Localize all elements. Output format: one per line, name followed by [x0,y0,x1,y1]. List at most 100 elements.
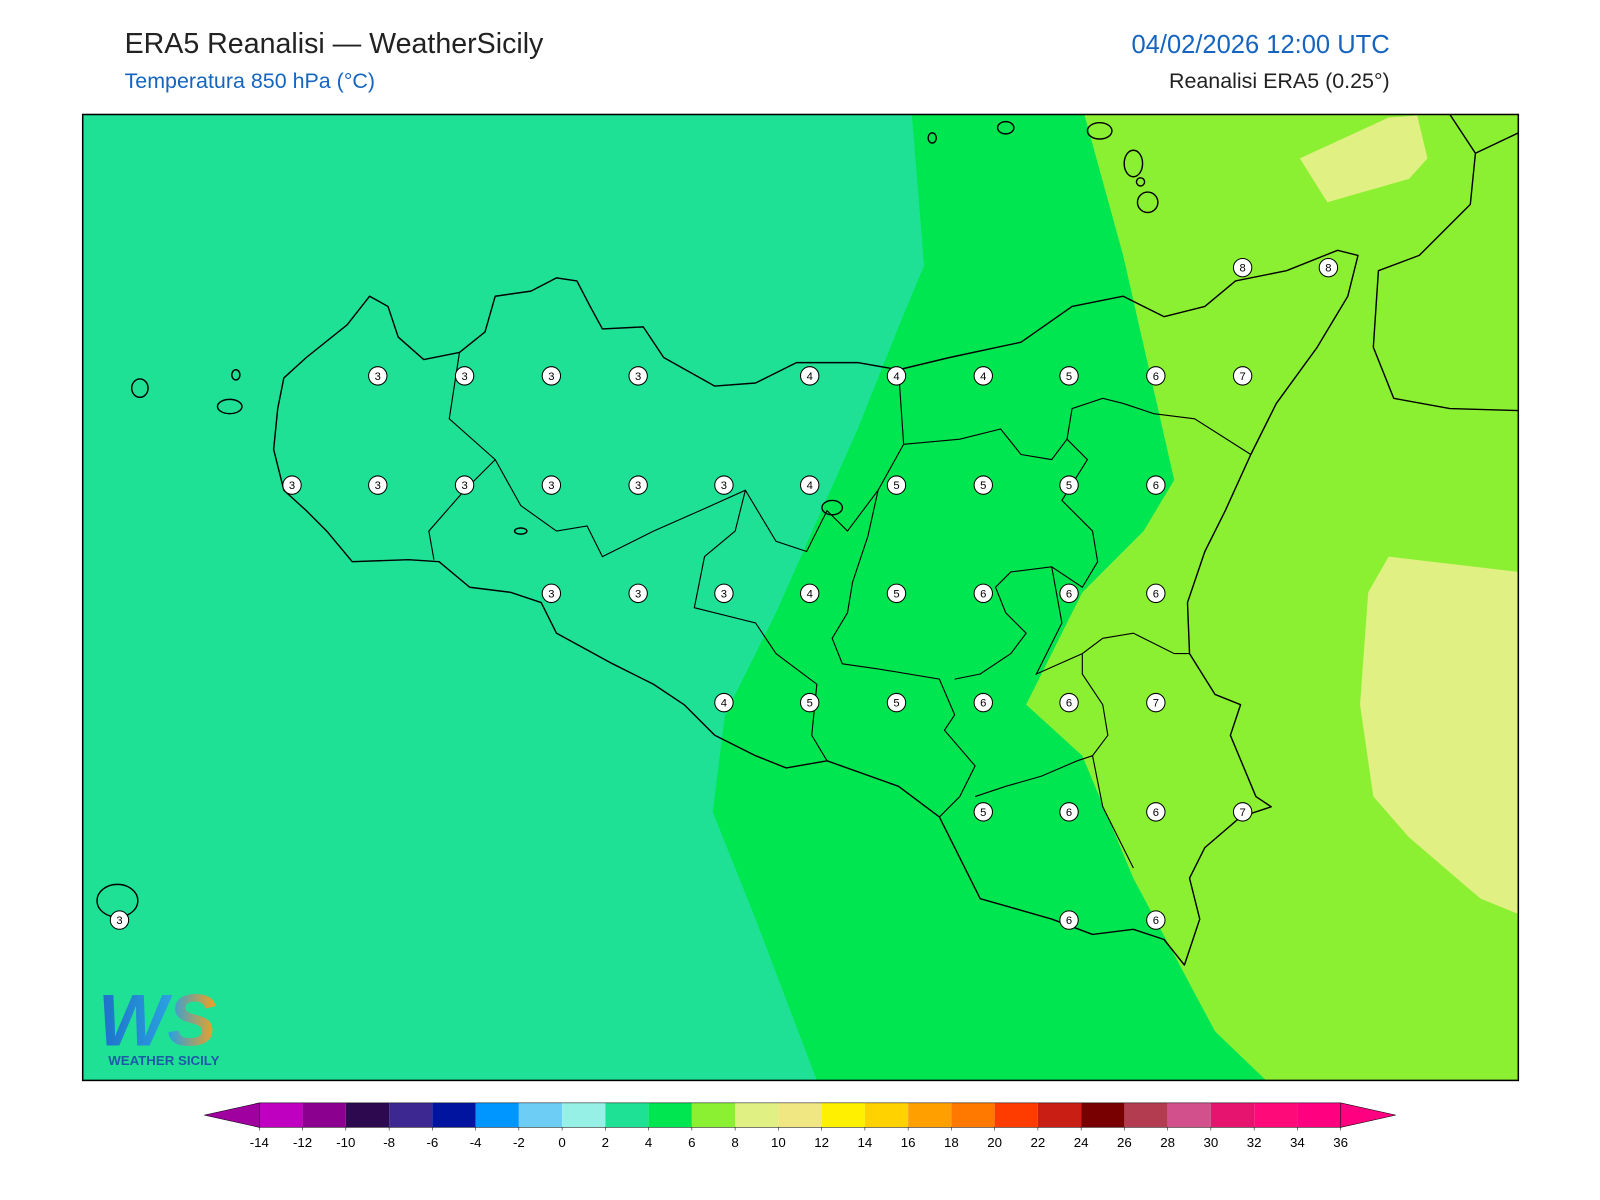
colorbar-under [204,1102,260,1128]
value-label: 3 [548,371,554,383]
label-marker [973,583,993,604]
value-label: 5 [980,807,986,819]
label-marker [714,583,734,604]
value-labels: 8 8 3 3 3 3 4 4 4 5 6 7 3 3 3 3 3 3 4 5 5 5 6 3 3 3 4 5 6 6 6 4 5 5 6 6 7 5 6 6… [109,257,1339,930]
colorbar-tick-label: 36 [1333,1135,1348,1150]
colorbar-tick-label: 34 [1290,1135,1305,1150]
value-label: 4 [980,371,986,383]
label-marker [109,910,130,930]
value-label: 3 [635,480,641,492]
colorbar-tick-label: -2 [513,1135,525,1150]
label-marker [541,583,562,604]
colorbar-tick-label: 16 [901,1135,916,1150]
colorbar-tick-label: 22 [1031,1135,1046,1150]
logo-text: WEATHER SICILY [108,1053,219,1068]
colorbar-box [994,1102,1038,1128]
label-marker [973,366,993,386]
colorbar-tick-label: 18 [944,1135,959,1150]
colorbar-tick-label: -4 [470,1135,482,1150]
value-label: 4 [721,698,727,710]
label-marker [454,475,475,495]
value-label: 6 [980,588,986,600]
label-marker [973,475,993,495]
colorbar-box [1297,1102,1341,1128]
value-label: 3 [375,371,381,383]
value-label: 3 [548,588,554,600]
value-label: 5 [980,480,986,492]
colorbar-box [345,1102,390,1128]
label-marker [1059,802,1079,822]
colorbar-tick-label: -6 [426,1135,438,1150]
colorbar-tick-label: 30 [1204,1135,1219,1150]
subtitle: Temperatura 850 hPa (°C) [125,69,375,93]
value-label: 3 [461,371,467,383]
colorbar-box [605,1102,649,1128]
value-label: 6 [1153,371,1159,383]
colorbar-box [302,1102,346,1128]
label-marker [1146,366,1166,386]
label-marker [1059,475,1079,495]
colorbar-box [735,1102,779,1128]
value-label: 4 [807,588,813,600]
islands [96,120,1159,918]
field-8-10 [1360,556,1519,914]
label-marker [628,366,648,386]
sicily-coast [272,249,1359,966]
value-label: 3 [635,371,641,383]
field-6-8 [1026,114,1519,1081]
label-marker [1318,257,1339,278]
label-marker [282,475,302,495]
label-marker [1146,910,1166,930]
colorbar: -14 -12 -10 -8 -6 -4 -2 0 2 4 6 8 10 12 14 16 18 20 22 24 26… [204,1102,1396,1150]
label-marker [541,366,562,386]
label-marker [800,366,820,386]
colorbar-box [864,1102,909,1128]
label-marker [714,475,734,495]
colorbar-box [691,1102,736,1128]
label-marker [628,583,648,604]
colorbar-tick-label: 12 [814,1135,829,1150]
colorbar-tick-label: -14 [250,1135,269,1150]
value-label: 4 [807,371,813,383]
map-frame [81,113,1520,1082]
datetime: 04/02/2026 12:00 UTC [1131,31,1389,59]
colorbar-box [1081,1102,1125,1128]
value-label: 6 [1066,807,1072,819]
map: 8 8 3 3 3 3 4 4 4 5 6 7 3 3 3 3 3 3 4 5 5 5 6 3 3 3 4 5 6 6 6 4 5 5 6 6 7 5 6 6… [82,114,1519,1081]
label-marker [368,366,388,386]
value-label: 3 [635,588,641,600]
colorbar-box [778,1102,822,1128]
colorbar-tick-label: 28 [1160,1135,1175,1150]
colorbar-tick-label: 2 [602,1135,609,1150]
value-label: 6 [980,698,986,710]
logo: WS WEATHER SICILY [98,979,220,1068]
value-label: 6 [1153,807,1159,819]
label-marker [1059,366,1079,386]
label-marker [368,475,388,495]
value-label: 6 [1153,588,1159,600]
colorbar-box [389,1102,433,1128]
label-marker [1232,802,1253,822]
value-label: 4 [807,480,813,492]
label-marker [1146,475,1166,495]
colorbar-box [1210,1102,1255,1128]
label-marker [973,802,993,822]
label-marker [1059,692,1079,713]
value-label: 5 [893,698,899,710]
value-label: 5 [893,480,899,492]
label-marker [1146,692,1166,713]
colorbar-tick-label: 32 [1247,1135,1262,1150]
value-label: 4 [893,371,899,383]
title: ERA5 Reanalisi — WeatherSicily [125,28,544,60]
value-label: 7 [1153,698,1159,710]
value-label: 3 [721,588,727,600]
label-marker [886,475,907,495]
field-8-10 [1299,115,1428,203]
label-marker [541,475,562,495]
value-label: 8 [1325,263,1331,275]
label-marker [1059,910,1079,930]
colorbar-tick-label: -12 [293,1135,312,1150]
label-marker [1146,802,1166,822]
label-marker [1059,583,1079,604]
